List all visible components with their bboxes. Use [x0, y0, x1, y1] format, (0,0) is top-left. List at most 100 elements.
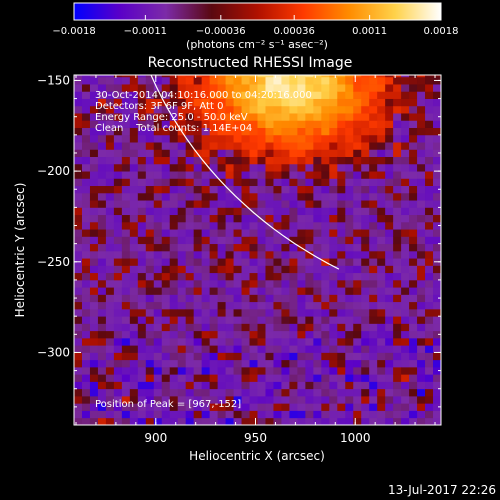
heatmap-cell: [145, 163, 155, 172]
heatmap-cell: [74, 113, 83, 121]
heatmap-cell: [369, 91, 378, 99]
heatmap-cell: [233, 75, 242, 78]
heatmap-cell: [129, 381, 139, 390]
heatmap-cell: [97, 221, 107, 230]
heatmap-cell: [433, 236, 441, 245]
heatmap-cell: [313, 308, 322, 317]
heatmap-cell: [345, 113, 354, 121]
heatmap-cell: [297, 84, 306, 92]
heatmap-cell: [113, 171, 123, 179]
annotation-energy-range: Energy Range: 25.0 - 50.0 keV: [95, 112, 248, 123]
heatmap-cell: [353, 171, 362, 179]
heatmap-cell: [177, 192, 187, 201]
heatmap-cell: [417, 142, 426, 150]
heatmap-cell: [105, 250, 115, 259]
heatmap-cell: [217, 301, 226, 310]
heatmap-cell: [305, 163, 314, 172]
heatmap-cell: [137, 323, 147, 332]
heatmap-cell: [393, 352, 402, 361]
heatmap-cell: [241, 76, 250, 85]
heatmap-cell: [273, 359, 282, 368]
heatmap-cell: [74, 359, 83, 368]
heatmap-cell: [177, 98, 187, 107]
heatmap-cell: [233, 381, 242, 390]
heatmap-cell: [289, 236, 298, 245]
heatmap-cell: [345, 352, 354, 361]
heatmap-cell: [209, 243, 219, 252]
heatmap-cell: [137, 352, 147, 361]
heatmap-cell: [369, 330, 378, 339]
heatmap-cell: [377, 374, 386, 382]
heatmap-cell: [233, 221, 242, 230]
heatmap-cell: [321, 410, 330, 419]
heatmap-cell: [433, 250, 441, 259]
heatmap-cell: [305, 410, 314, 419]
heatmap-cell: [209, 163, 219, 172]
heatmap-cell: [169, 272, 179, 281]
heatmap-cell: [121, 287, 131, 295]
heatmap-cell: [273, 337, 282, 346]
heatmap-cell: [105, 236, 115, 245]
heatmap-cell: [97, 417, 107, 425]
heatmap-cell: [74, 294, 83, 303]
heatmap-cell: [345, 243, 354, 252]
heatmap-cell: [297, 403, 306, 411]
heatmap-cell: [265, 156, 274, 165]
heatmap-cell: [81, 395, 91, 404]
heatmap-cell: [297, 301, 306, 310]
heatmap-cell: [329, 287, 338, 295]
heatmap-cell: [241, 98, 250, 107]
heatmap-cell: [401, 105, 410, 114]
heatmap-cell: [81, 98, 91, 107]
heatmap-cell: [105, 265, 115, 274]
heatmap-cell: [257, 120, 266, 128]
heatmap-cell: [217, 243, 226, 252]
heatmap-cell: [329, 142, 338, 150]
heatmap-cell: [337, 250, 346, 259]
heatmap-cell: [153, 75, 163, 78]
heatmap-cell: [177, 200, 187, 208]
heatmap-cell: [145, 287, 155, 295]
heatmap-cell: [305, 337, 314, 346]
heatmap-cell: [417, 221, 426, 230]
heatmap-cell: [225, 301, 234, 310]
heatmap-cell: [209, 156, 219, 165]
heatmap-cell: [273, 250, 282, 259]
heatmap-cell: [161, 91, 171, 99]
heatmap-cell: [409, 178, 418, 187]
heatmap-cell: [129, 337, 139, 346]
heatmap-cell: [425, 221, 434, 230]
heatmap-cell: [113, 91, 123, 99]
heatmap-cell: [345, 105, 354, 114]
heatmap-cell: [313, 330, 322, 339]
heatmap-cell: [201, 330, 211, 339]
heatmap-cell: [281, 156, 290, 165]
heatmap-cell: [153, 337, 163, 346]
heatmap-cell: [329, 330, 338, 339]
heatmap-cell: [289, 134, 298, 143]
heatmap-cell: [161, 279, 171, 288]
heatmap-cell: [161, 265, 171, 274]
heatmap-cell: [337, 352, 346, 361]
heatmap-cell: [217, 316, 226, 324]
heatmap-cell: [329, 98, 338, 107]
heatmap-cell: [89, 236, 99, 245]
heatmap-cell: [241, 142, 250, 150]
heatmap-cell: [345, 236, 354, 245]
heatmap-cell: [313, 301, 322, 310]
heatmap-cell: [265, 359, 274, 368]
heatmap-cell: [89, 316, 99, 324]
heatmap-cell: [74, 323, 83, 332]
heatmap-cell: [153, 91, 163, 99]
heatmap-cell: [369, 279, 378, 288]
heatmap-cell: [257, 221, 266, 230]
heatmap-cell: [433, 359, 441, 368]
heatmap-cell: [113, 359, 123, 368]
heatmap-cell: [385, 192, 394, 201]
heatmap-cell: [321, 134, 330, 143]
heatmap-cell: [137, 236, 147, 245]
heatmap-cell: [393, 410, 402, 419]
heatmap-cell: [81, 316, 91, 324]
heatmap-cell: [337, 75, 346, 78]
heatmap-cell: [297, 388, 306, 397]
